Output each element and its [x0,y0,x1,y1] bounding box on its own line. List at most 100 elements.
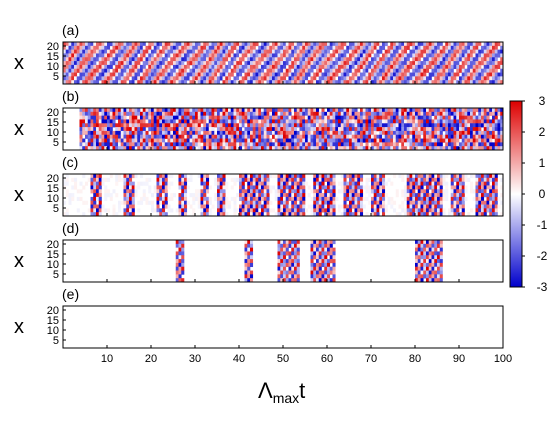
heatmap-cell [90,45,94,50]
heatmap-cell [481,130,485,136]
heatmap-cell [283,193,287,198]
heatmap-cell [195,49,199,54]
heatmap-cell [107,142,111,147]
heatmap-cell [294,247,298,252]
heatmap-cell [255,53,259,58]
heatmap-cell [420,68,424,73]
heatmap-cell [156,138,160,143]
heatmap-cell [382,174,386,179]
heatmap-cell [236,80,240,85]
heatmap-cell [109,42,113,47]
heatmap-cell [442,123,446,128]
heatmap-cell [318,208,322,213]
heatmap-cell [291,108,295,113]
heatmap-cell [302,119,306,124]
heatmap-cell [126,64,130,70]
heatmap-cell [296,266,300,271]
heatmap-cell [156,208,160,213]
heatmap-cell [192,72,196,77]
heatmap-cell [82,57,86,62]
heatmap-cell [461,61,465,66]
heatmap-cell [434,189,438,194]
heatmap-cell [478,49,482,54]
heatmap-cell [230,123,234,128]
heatmap-cell [332,174,336,179]
heatmap-cell [142,49,146,54]
heatmap-cell [263,42,267,47]
heatmap-cell [373,177,377,182]
heatmap-cell [118,119,122,124]
heatmap-cell [431,255,435,260]
heatmap-cell [222,138,226,143]
heatmap-cell [291,243,295,248]
heatmap-cell [225,138,229,143]
heatmap-cell [437,53,441,58]
heatmap-cell [382,72,386,77]
heatmap-cell [296,174,300,179]
heatmap-cell [129,127,133,132]
heatmap-cell [360,138,364,143]
heatmap-cell [175,108,179,113]
heatmap-cell [415,68,419,73]
heatmap-cell [250,130,254,136]
heatmap-cell [406,123,410,128]
heatmap-cell [291,127,295,132]
heatmap-cell [486,72,490,77]
heatmap-cell [483,177,487,182]
heatmap-cell [285,130,289,136]
heatmap-cell [434,196,438,202]
heatmap-cell [272,130,276,136]
heatmap-cell [316,189,320,194]
heatmap-cell [423,181,427,186]
heatmap-cell [412,127,416,132]
heatmap-cell [96,174,100,179]
heatmap-cell [93,119,97,124]
heatmap-cell [129,72,133,77]
heatmap-cell [153,57,157,62]
heatmap-cell [71,61,75,66]
heatmap-cell [492,80,496,85]
heatmap-cell [365,181,369,186]
heatmap-cell [349,119,353,124]
heatmap-cell [437,243,441,248]
heatmap-cell [415,204,419,209]
heatmap-cell [329,76,333,81]
heatmap-cell [192,57,196,62]
heatmap-cell [104,185,108,190]
heatmap-cell [151,138,155,143]
heatmap-cell [445,64,449,70]
heatmap-cell [233,181,237,186]
heatmap-cell [258,142,262,147]
heatmap-cell [219,64,223,70]
heatmap-cell [426,274,430,279]
heatmap-panels [63,42,504,348]
heatmap-cell [299,57,303,62]
heatmap-cell [228,49,232,54]
heatmap-cell [195,76,199,81]
heatmap-cell [332,72,336,77]
heatmap-cell [233,53,237,58]
heatmap-cell [431,247,435,252]
heatmap-cell [373,119,377,124]
heatmap-cell [357,196,361,202]
heatmap-cell [437,123,441,128]
heatmap-cell [291,177,295,182]
heatmap-cell [129,142,133,147]
heatmap-cell [137,42,141,47]
heatmap-cell [214,123,218,128]
heatmap-cell [123,108,127,113]
heatmap-cell [71,57,75,62]
heatmap-cell [296,208,300,213]
heatmap-cell [76,64,80,70]
heatmap-cell [283,255,287,260]
heatmap-cell [420,200,424,205]
heatmap-cell [233,123,237,128]
heatmap-cell [318,177,322,182]
heatmap-cell [274,49,278,54]
heatmap-cell [131,212,135,217]
heatmap-cell [329,255,333,260]
heatmap-cell [283,174,287,179]
heatmap-cell [277,64,281,70]
heatmap-cell [335,72,339,77]
heatmap-cell [167,76,171,81]
